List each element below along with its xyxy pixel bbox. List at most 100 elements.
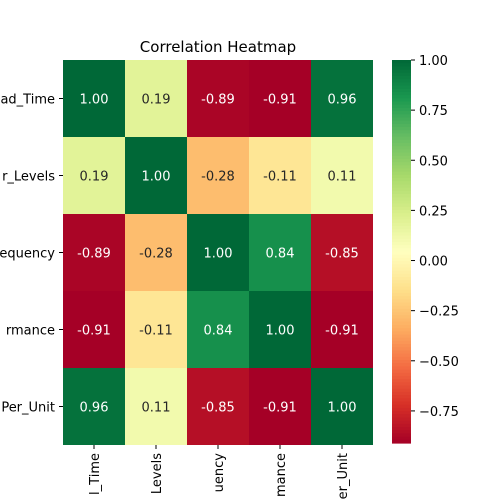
colorbar-segment [392, 363, 411, 367]
colorbar-segment [392, 350, 411, 355]
cell-value-label: -0.28 [201, 170, 235, 185]
colorbar-segment [392, 251, 411, 256]
colorbar-segment [392, 232, 411, 237]
heatmap-cell [311, 214, 373, 291]
colorbar-segment [392, 427, 411, 431]
colorbar-segment [392, 210, 411, 214]
y-tick-label: ad_Time [0, 93, 55, 108]
cell-value-label: -0.91 [77, 324, 111, 339]
heatmap-cell [125, 137, 187, 214]
heatmap-cell [125, 60, 187, 137]
colorbar-segment [392, 206, 411, 211]
colorbar-tick-label: 0.00 [419, 255, 448, 270]
colorbar-segment [392, 79, 411, 83]
colorbar-segment [392, 241, 411, 246]
colorbar-segment [392, 168, 411, 173]
colorbar-segment [392, 417, 411, 422]
cell-value-label: 0.84 [204, 324, 233, 339]
cell-value-label: 1.00 [266, 324, 295, 339]
colorbar-segment [392, 107, 411, 112]
colorbar-segment [392, 347, 411, 352]
colorbar-segment [392, 423, 411, 428]
colorbar-tick-label: −0.25 [419, 305, 459, 320]
colorbar-segment [392, 225, 411, 230]
colorbar-segment [392, 315, 411, 320]
heatmap-cell [187, 214, 249, 291]
heatmap-cell [63, 60, 125, 137]
colorbar-segment [392, 190, 411, 195]
colorbar-segment [392, 155, 411, 160]
y-tick-label: rmance [6, 324, 55, 339]
heatmap-cell [125, 291, 187, 368]
colorbar-tick-label: 0.75 [419, 104, 448, 119]
colorbar-segment [392, 305, 411, 310]
colorbar-segment [392, 328, 411, 332]
y-tick-label: equency [0, 247, 55, 262]
colorbar-segment [392, 331, 411, 336]
colorbar-segment [392, 174, 411, 179]
colorbar-segment [392, 385, 411, 390]
colorbar-segment [392, 187, 411, 192]
colorbar-segment [392, 181, 411, 186]
heatmap-cell [187, 368, 249, 445]
colorbar-segment [392, 75, 411, 80]
colorbar-segment [392, 261, 411, 265]
colorbar-segment [392, 222, 411, 227]
colorbar-tick-label: 0.25 [419, 204, 448, 219]
colorbar-segment [392, 395, 411, 399]
colorbar-segment [392, 63, 411, 67]
colorbar-segment [392, 238, 411, 243]
colorbar-segment [392, 308, 411, 313]
heatmap-cell [311, 60, 373, 137]
colorbar-segment [392, 344, 411, 348]
heatmap-cell [187, 137, 249, 214]
colorbar-segment [392, 433, 411, 438]
colorbar-segment [392, 337, 411, 342]
cell-value-label: 1.00 [204, 247, 233, 262]
colorbar-segment [392, 430, 411, 435]
colorbar-segment [392, 267, 411, 272]
colorbar-segment [392, 91, 411, 96]
colorbar-segment [392, 82, 411, 87]
colorbar-segment [392, 257, 411, 262]
colorbar-segment [392, 273, 411, 278]
heatmap-cell [311, 137, 373, 214]
cell-value-label: 0.84 [266, 247, 295, 262]
cell-value-label: 1.00 [80, 93, 109, 108]
colorbar: 1.00 0.75 0.50 0.25 0.00 −0.25 −0.50 −0.75 [392, 54, 459, 444]
colorbar-segment [392, 372, 411, 377]
cell-value-label: 0.19 [142, 93, 171, 108]
colorbar-segment [392, 283, 411, 288]
heatmap-cell [249, 137, 311, 214]
colorbar-segment [392, 171, 411, 176]
cell-value-label: -0.91 [263, 93, 297, 108]
colorbar-segment [392, 388, 411, 393]
cell-value-label: 0.19 [80, 170, 109, 185]
cell-value-label: -0.11 [263, 170, 297, 185]
colorbar-segment [392, 216, 411, 221]
colorbar-segment [392, 353, 411, 358]
colorbar-segment [392, 254, 411, 259]
colorbar-tick-label: −0.50 [419, 355, 459, 370]
colorbar-segment [392, 85, 411, 90]
heatmap-cell [311, 291, 373, 368]
heatmap-cell [187, 291, 249, 368]
heatmap-cell [63, 291, 125, 368]
colorbar-segment [392, 366, 411, 371]
colorbar-segment [392, 286, 411, 291]
colorbar-segment [392, 299, 411, 304]
colorbar-segment [392, 101, 411, 106]
cell-value-label: 1.00 [328, 401, 357, 416]
colorbar-segment [392, 72, 411, 77]
colorbar-segment [392, 203, 411, 208]
colorbar-segment [392, 60, 411, 64]
colorbar-segment [392, 133, 411, 138]
colorbar-segment [392, 229, 411, 233]
y-tick-label: r_Levels [2, 170, 55, 185]
colorbar-segment [392, 411, 411, 415]
colorbar-segment [392, 439, 411, 444]
colorbar-segment [392, 120, 411, 125]
colorbar-segment [392, 404, 411, 409]
colorbar-segment [392, 334, 411, 339]
